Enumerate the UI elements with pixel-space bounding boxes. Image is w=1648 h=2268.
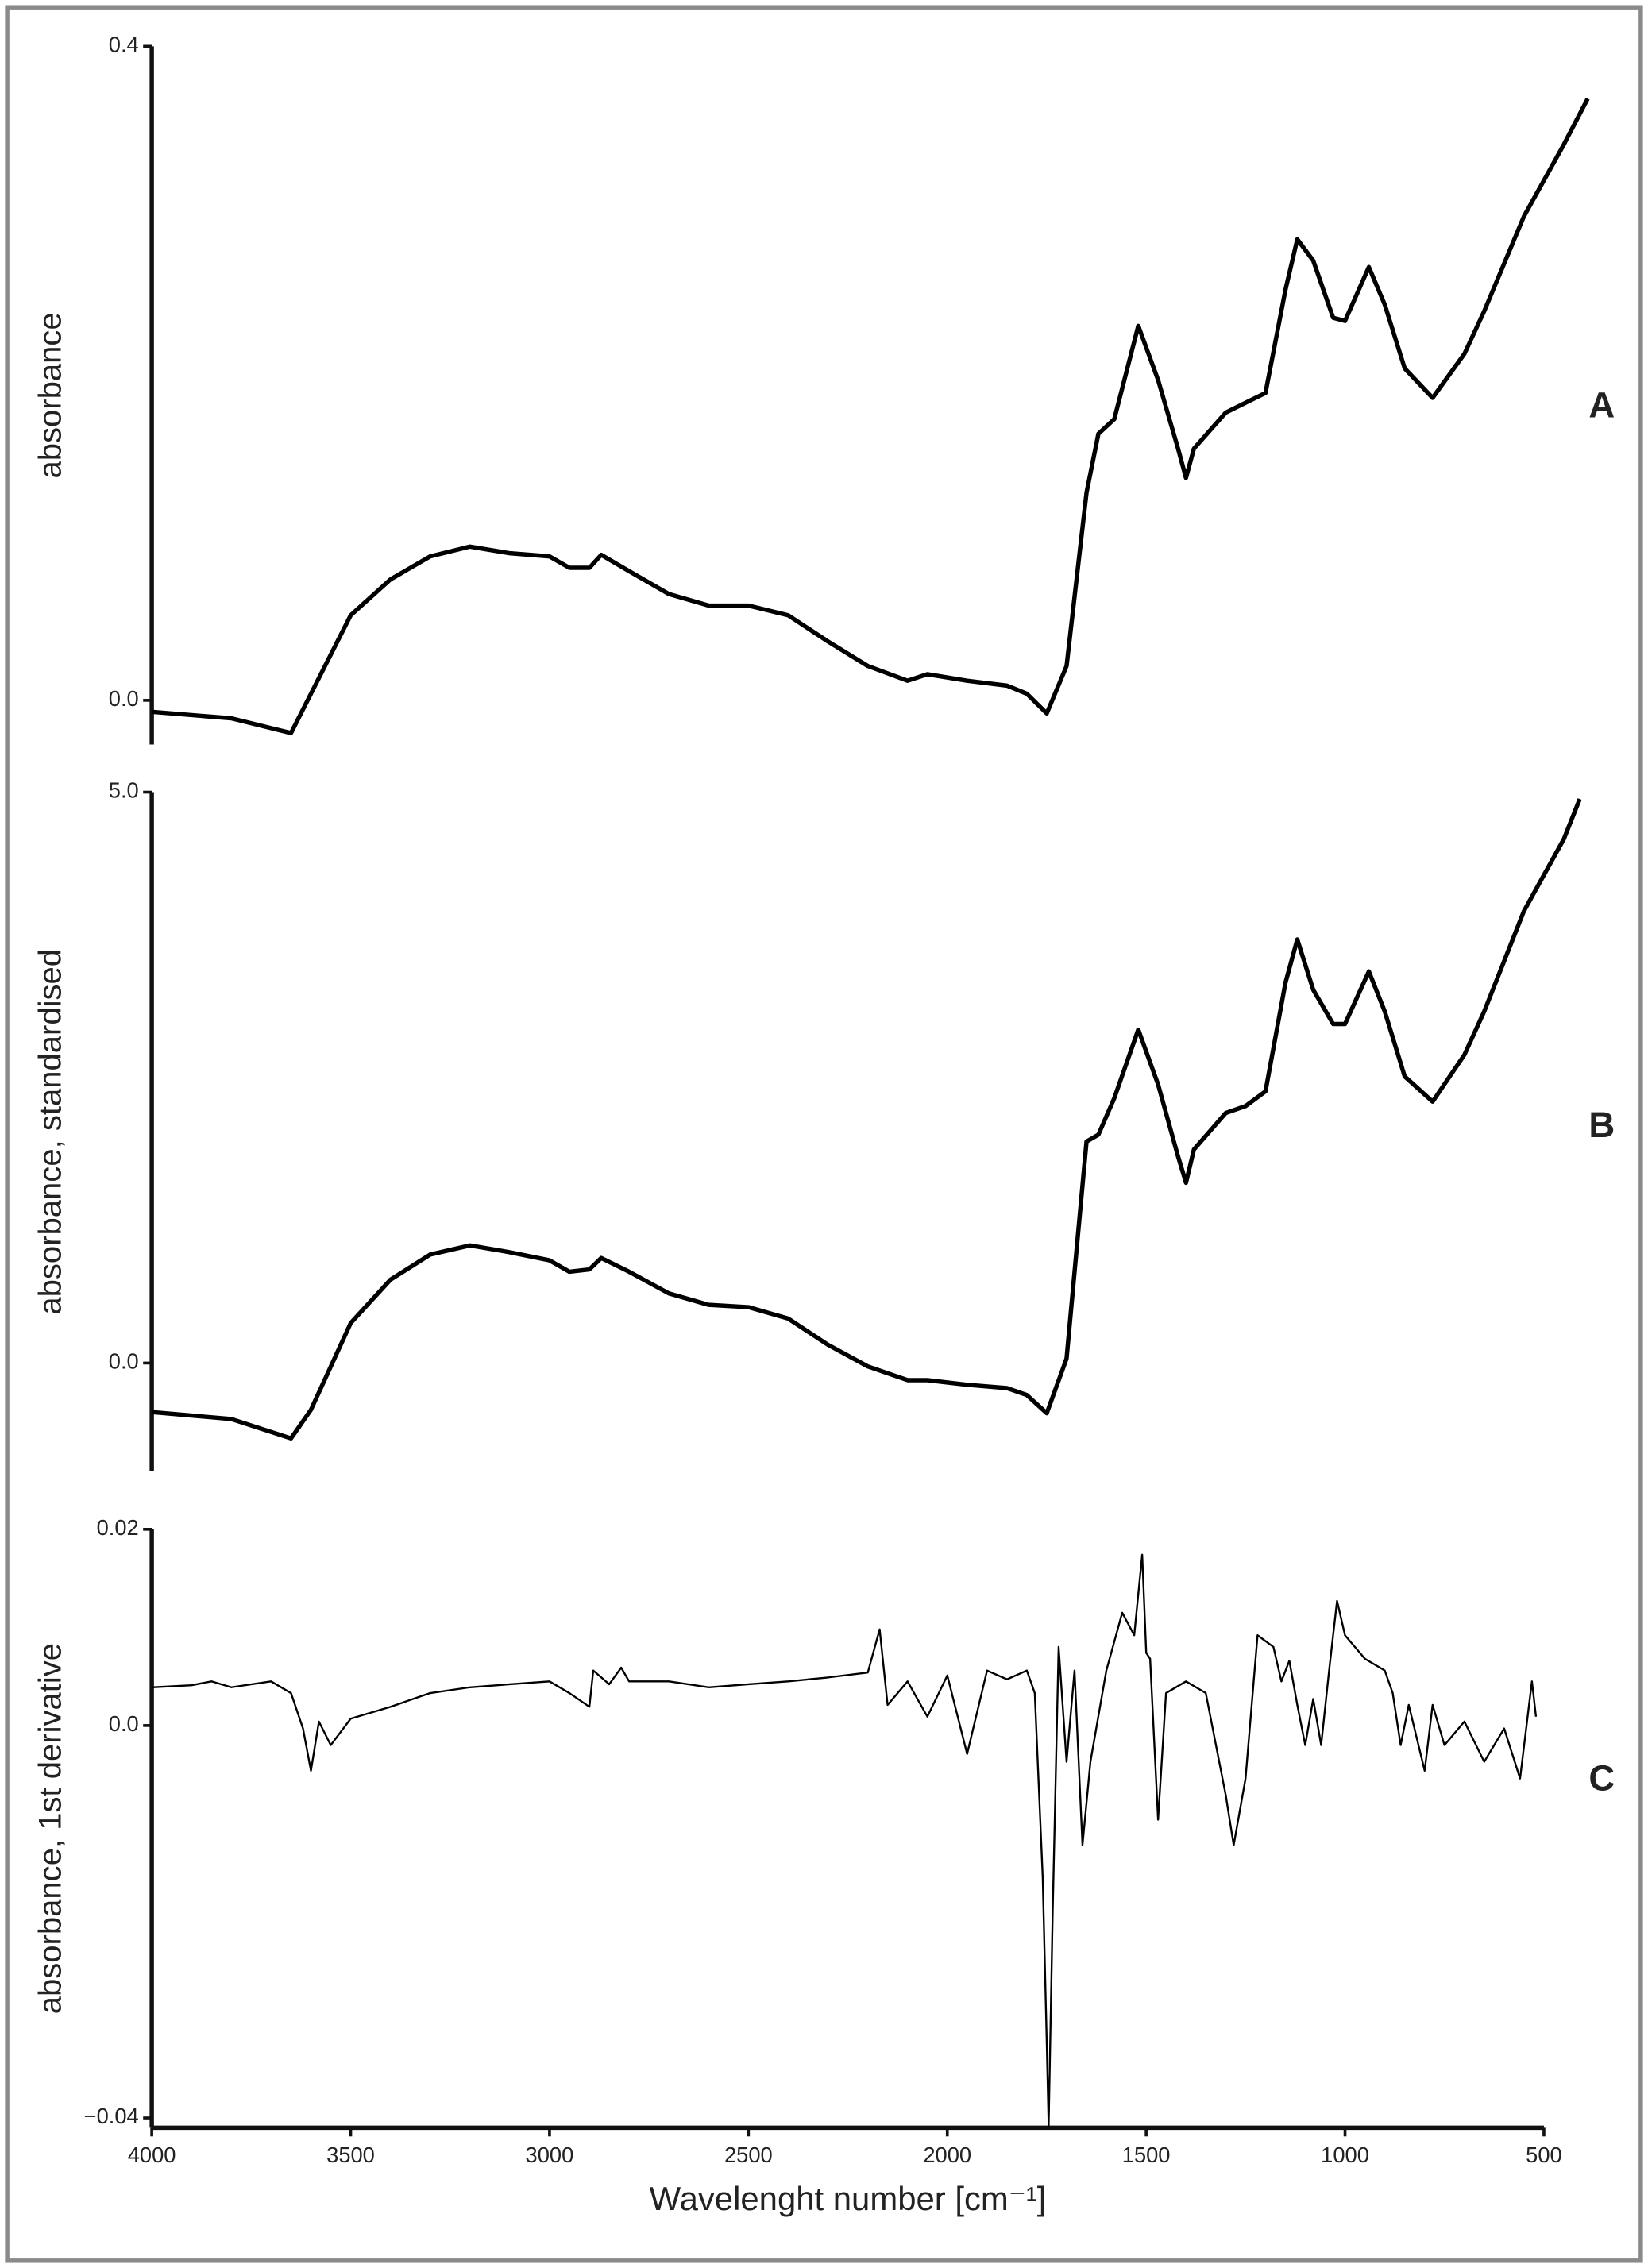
x-tick-label: 3000 bbox=[526, 2143, 574, 2167]
y-tick-label: 0.4 bbox=[109, 33, 139, 57]
spectrum-line bbox=[151, 97, 1590, 735]
x-tick-label: 1500 bbox=[1122, 2143, 1171, 2167]
x-tick-label: 3500 bbox=[326, 2143, 375, 2167]
frame bbox=[5, 5, 1643, 2263]
x-tick-label: 2500 bbox=[724, 2143, 773, 2167]
y-tick-label: 0.02 bbox=[97, 1515, 139, 1540]
y-tick-label: 0.0 bbox=[109, 1711, 139, 1736]
y-axis-label: absorbance, standardised bbox=[33, 949, 68, 1315]
y-tick-label: −0.04 bbox=[84, 2104, 139, 2128]
y-tick-label: 5.0 bbox=[109, 778, 139, 803]
x-tick-label: 1000 bbox=[1321, 2143, 1369, 2167]
y-tick-label: 0.0 bbox=[109, 686, 139, 711]
x-tick-label: 4000 bbox=[128, 2143, 176, 2167]
y-axis-label: absorbance, 1st derivative bbox=[33, 1643, 68, 2014]
y-tick-label: 0.0 bbox=[109, 1349, 139, 1374]
panel-label: B bbox=[1588, 1105, 1615, 1145]
x-tick-label: 2000 bbox=[923, 2143, 971, 2167]
x-tick-label: 500 bbox=[1526, 2143, 1562, 2167]
spectrum-line bbox=[151, 798, 1582, 1441]
x-axis-label: Wavelenght number [cm⁻¹] bbox=[650, 2180, 1047, 2217]
spectrum-line bbox=[152, 1553, 1538, 2127]
panel-label: A bbox=[1588, 384, 1615, 425]
y-axis-label: absorbance bbox=[33, 312, 68, 478]
panel-label: C bbox=[1588, 1758, 1615, 1799]
